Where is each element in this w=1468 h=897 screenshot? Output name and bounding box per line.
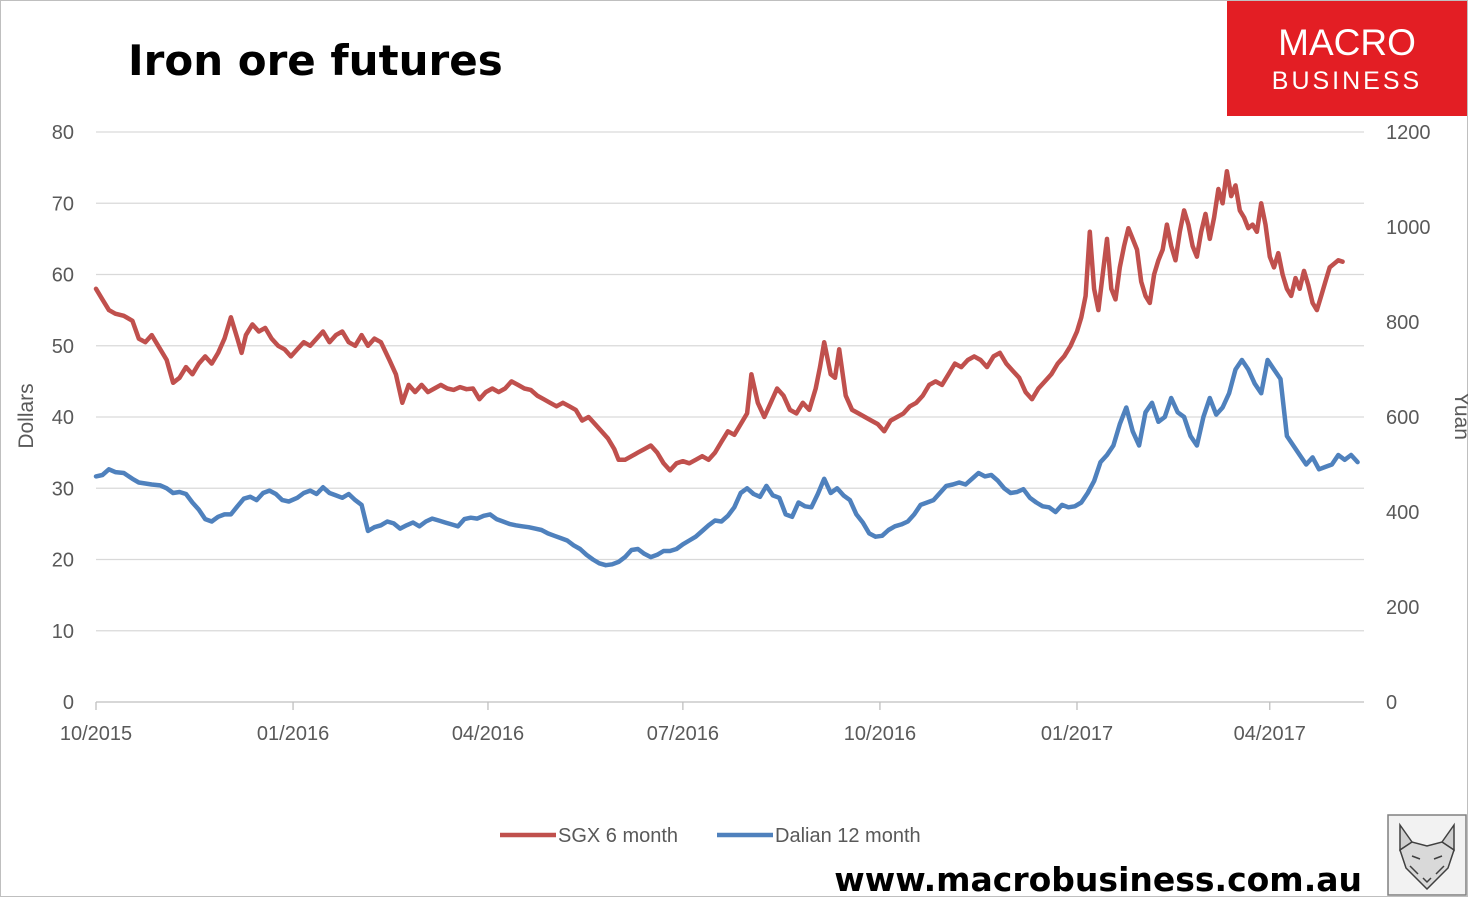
x-axis: 10/2015 01/2016 04/2016 07/2016 10/2016 01/20…	[60, 701, 1364, 745]
y-right-tick-label-5: 1000	[1386, 217, 1431, 239]
y-axis-right: 0 200 400 600 800 1000 1200	[1386, 122, 1431, 714]
y-right-tick-label-2: 400	[1386, 502, 1419, 524]
x-tick-label-3: 07/2016	[647, 723, 719, 745]
y-right-tick-label-3: 600	[1386, 407, 1419, 429]
y-left-tick-label-1: 10	[52, 621, 74, 643]
y-left-tick-label-7: 70	[52, 193, 74, 215]
x-tick-label-5: 01/2017	[1041, 723, 1113, 745]
series-line-1	[93, 357, 1360, 568]
legend: SGX 6 month Dalian 12 month	[500, 825, 921, 847]
x-tick-label-4: 10/2016	[844, 723, 916, 745]
y-left-tick-label-3: 30	[52, 478, 74, 500]
x-tick-label-2: 04/2016	[452, 723, 524, 745]
macrobusiness-logo: MACRO BUSINESS	[1227, 1, 1467, 116]
x-tick-label-1: 01/2016	[257, 723, 329, 745]
x-tick-label-0: 10/2015	[60, 723, 132, 745]
logo-line-macro: MACRO	[1278, 22, 1416, 63]
y-right-tick-label-1: 200	[1386, 597, 1419, 619]
y-left-tick-label-8: 80	[52, 122, 74, 144]
y-right-tick-label-4: 800	[1386, 312, 1419, 334]
x-tick-label-6: 04/2017	[1234, 723, 1306, 745]
y-right-tick-label-0: 0	[1386, 692, 1397, 714]
y-left-tick-label-0: 0	[63, 692, 74, 714]
fox-icon	[1399, 822, 1455, 891]
y-axis-left: 0 10 20 30 40 50 60 70 80	[52, 122, 74, 714]
fox-logo	[1387, 814, 1467, 896]
y-left-tick-label-5: 50	[52, 336, 74, 358]
gridlines	[96, 131, 1364, 632]
logo-line-business: BUSINESS	[1272, 67, 1422, 95]
y-left-tick-label-6: 60	[52, 265, 74, 287]
series-line-0	[93, 168, 1345, 473]
website-url: www.macrobusiness.com.au	[834, 860, 1362, 897]
y-axis-right-label: Yuan	[1450, 392, 1468, 440]
chart-title: Iron ore futures	[128, 36, 503, 85]
logo-background	[1227, 1, 1467, 116]
series-lines	[93, 168, 1360, 568]
y-right-tick-label-6: 1200	[1386, 122, 1431, 144]
y-axis-left-label: Dollars	[15, 383, 38, 448]
legend-label-1: Dalian 12 month	[775, 825, 921, 847]
y-left-tick-label-4: 40	[52, 407, 74, 429]
legend-label-0: SGX 6 month	[558, 825, 678, 847]
y-left-tick-label-2: 20	[52, 550, 74, 572]
